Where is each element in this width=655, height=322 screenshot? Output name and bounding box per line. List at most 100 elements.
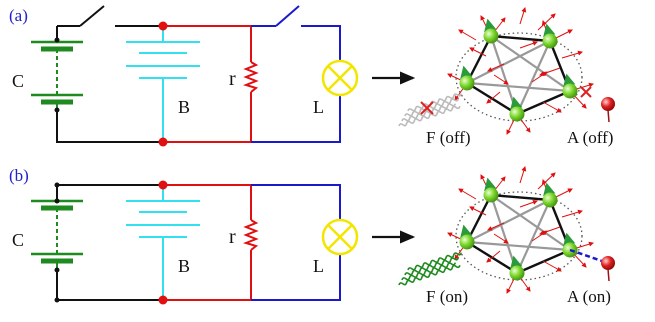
moment-arrow bbox=[531, 230, 548, 242]
battery-b bbox=[126, 26, 200, 142]
adsorbate-bond bbox=[569, 248, 603, 263]
metal-atom bbox=[542, 192, 558, 208]
battery-c bbox=[31, 199, 83, 270]
moment-arrow bbox=[537, 172, 556, 190]
inner-bond bbox=[490, 194, 571, 251]
cross-icon bbox=[420, 101, 434, 115]
resistor-label: r bbox=[229, 68, 236, 90]
moment-arrow bbox=[458, 29, 477, 41]
lamp-label: L bbox=[313, 97, 324, 117]
light-wave bbox=[407, 93, 463, 112]
circuit: C B r L bbox=[12, 180, 359, 305]
outer-bond bbox=[490, 193, 551, 202]
junction-dot bbox=[158, 295, 168, 305]
atom-label: A (off) bbox=[567, 128, 613, 147]
battery-c-label: C bbox=[12, 71, 24, 91]
moment-arrow bbox=[493, 233, 509, 244]
blue-wire bbox=[251, 184, 341, 301]
battery-c-label: C bbox=[12, 230, 24, 250]
cluster bbox=[398, 166, 615, 294]
moment-arrow bbox=[542, 260, 562, 272]
atom-label: A (on) bbox=[567, 287, 611, 306]
moment-arrow bbox=[561, 50, 583, 59]
switch-c bbox=[79, 5, 105, 27]
junction-dot bbox=[54, 182, 60, 188]
panel-label: (a) bbox=[9, 6, 28, 25]
black-wire bbox=[56, 25, 163, 143]
blue-wire bbox=[251, 25, 341, 143]
cluster bbox=[398, 7, 615, 135]
panel-b: (b) C B r bbox=[9, 166, 615, 306]
metal-atom bbox=[509, 106, 525, 122]
cross-icon bbox=[580, 86, 592, 98]
adsorbate-atom bbox=[601, 97, 615, 111]
light-wave bbox=[398, 105, 461, 127]
light-wave bbox=[404, 98, 460, 117]
inner-bond bbox=[466, 40, 551, 84]
metal-atom bbox=[483, 187, 499, 203]
moment-arrow bbox=[469, 47, 487, 57]
light-label: F (off) bbox=[426, 128, 471, 147]
moment-arrow bbox=[519, 166, 527, 184]
light-label: F (on) bbox=[426, 287, 468, 306]
inner-bond bbox=[466, 240, 571, 252]
cluster-boundary bbox=[455, 191, 583, 281]
moment-arrow bbox=[519, 7, 527, 25]
light-wave bbox=[398, 264, 461, 286]
inner-bond bbox=[466, 199, 551, 243]
battery-b-label: B bbox=[178, 256, 190, 276]
lamp-l bbox=[321, 218, 359, 256]
battery-b-label: B bbox=[178, 97, 190, 117]
cluster-boundary bbox=[455, 32, 583, 122]
adsorbate-atom bbox=[601, 256, 615, 270]
moment-arrow bbox=[487, 63, 505, 72]
resistor-r bbox=[242, 61, 259, 93]
circuit: C B r L bbox=[12, 5, 359, 147]
moment-arrow bbox=[486, 250, 501, 263]
junction-dot bbox=[54, 37, 60, 43]
moment-arrow bbox=[487, 222, 505, 231]
red-wire bbox=[163, 184, 252, 301]
junction-dot bbox=[158, 137, 168, 147]
metal-atom bbox=[459, 234, 475, 250]
metal-atom bbox=[459, 75, 475, 91]
junction-dot bbox=[54, 297, 60, 303]
inner-bond bbox=[490, 35, 571, 92]
junction-dot bbox=[158, 180, 168, 190]
junction-dot bbox=[54, 267, 60, 273]
moment-arrow bbox=[519, 199, 538, 208]
switch-l bbox=[275, 5, 300, 27]
light-wave bbox=[404, 257, 460, 276]
metal-atom bbox=[483, 28, 499, 44]
light-wave bbox=[401, 262, 457, 281]
moment-arrow bbox=[493, 74, 509, 85]
lamp-label: L bbox=[313, 256, 324, 276]
moment-arrow bbox=[537, 13, 556, 31]
moment-arrow bbox=[519, 40, 538, 49]
junction-dot bbox=[54, 198, 60, 204]
light-wave bbox=[407, 252, 463, 271]
adsorbate-stem bbox=[607, 109, 610, 123]
adsorbate-stem bbox=[607, 268, 610, 282]
lamp-l bbox=[321, 59, 359, 97]
battery-c bbox=[31, 40, 83, 110]
metal-atom bbox=[509, 265, 525, 281]
inner-bond bbox=[515, 40, 552, 115]
metal-atom bbox=[562, 83, 578, 99]
moment-arrow bbox=[458, 188, 477, 200]
junction-dot bbox=[158, 21, 168, 31]
inner-bond bbox=[515, 199, 552, 274]
inner-bond bbox=[466, 81, 571, 93]
moment-arrow bbox=[469, 206, 487, 216]
light-wave bbox=[401, 103, 457, 122]
outer-bond bbox=[490, 34, 551, 43]
moment-arrow bbox=[486, 91, 501, 104]
resistor-r bbox=[242, 219, 259, 251]
panel-label: (b) bbox=[9, 166, 29, 185]
battery-b bbox=[126, 185, 200, 300]
junction-dot bbox=[54, 107, 60, 113]
resistor-label: r bbox=[229, 226, 236, 248]
panel-a: (a) C B r bbox=[9, 5, 615, 147]
red-wire bbox=[163, 25, 252, 143]
